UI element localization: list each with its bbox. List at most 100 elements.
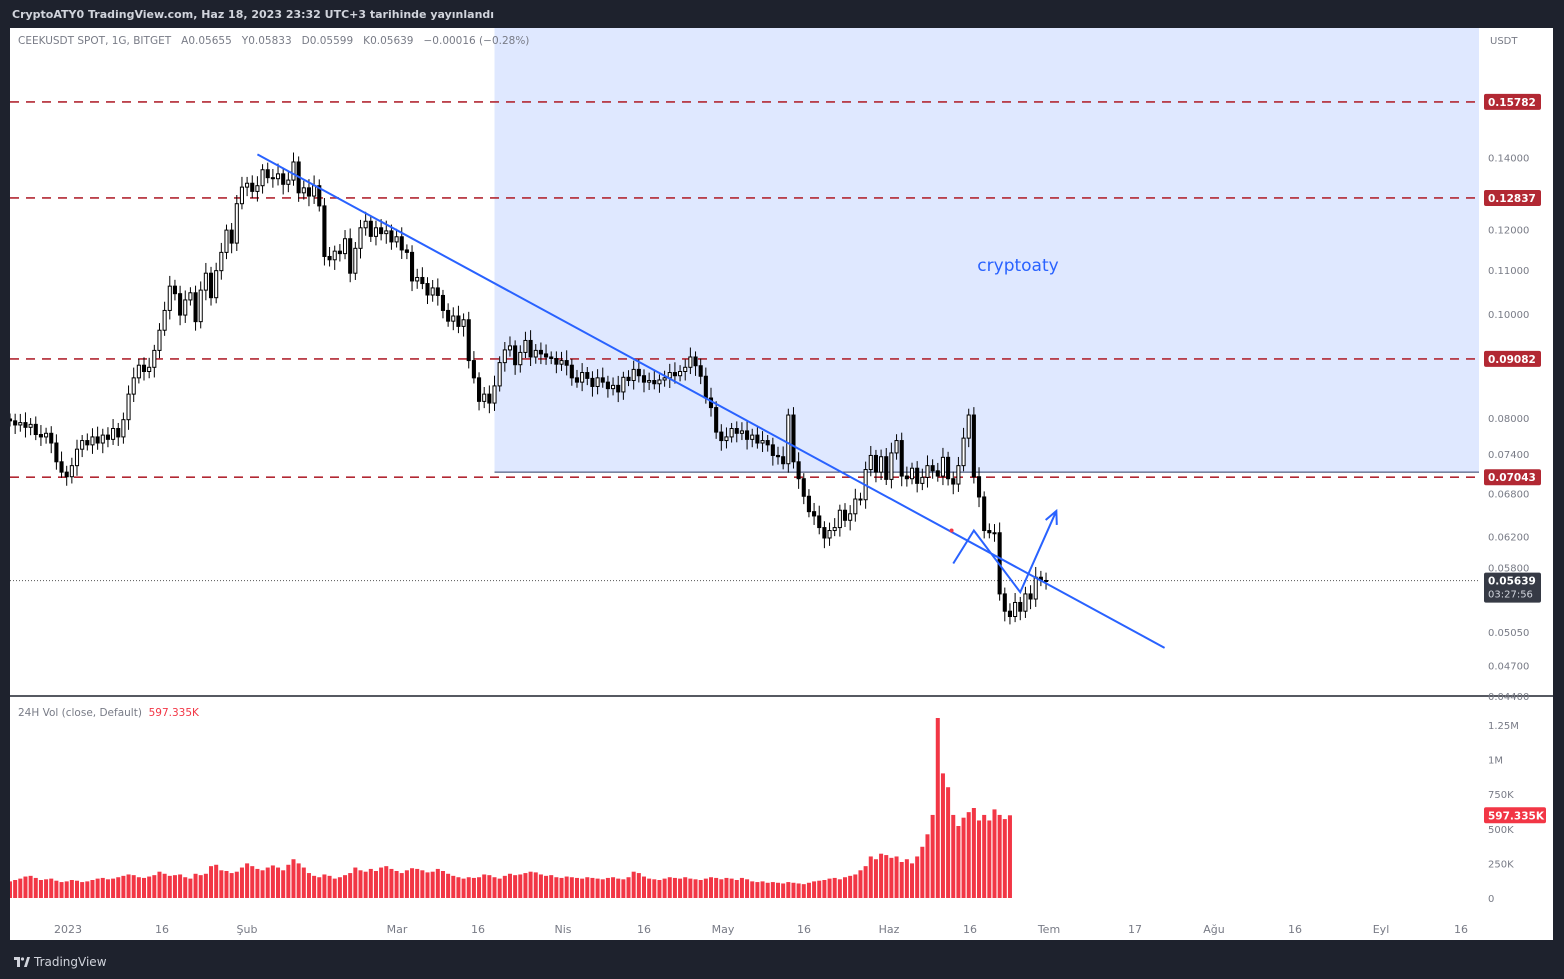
date-tick-label: Ağu xyxy=(1203,923,1224,936)
volume-bar xyxy=(925,834,930,898)
volume-bar xyxy=(74,880,80,898)
candle-up xyxy=(518,351,523,366)
candle-up xyxy=(131,377,136,395)
volume-bar xyxy=(724,877,729,898)
volume-bar xyxy=(477,877,482,898)
candle-up xyxy=(750,434,755,440)
volume-bar xyxy=(440,871,445,898)
candle-up xyxy=(611,384,616,390)
price-tick-label: 0.11000 xyxy=(1488,266,1529,277)
price-tick-label: 0.06200 xyxy=(1488,532,1529,543)
candle-up xyxy=(507,345,513,351)
price-chart[interactable]: cryptoaty 0.15782 0.12837 0.09082 0.07043 0.0… xyxy=(10,28,1553,940)
candle-down xyxy=(528,339,533,358)
candle-up xyxy=(157,329,162,351)
volume-bar xyxy=(930,814,935,898)
volume-bar xyxy=(935,718,940,898)
volume-bar xyxy=(853,874,858,898)
candle-down xyxy=(193,292,198,323)
low-label: D xyxy=(301,35,310,47)
candle-down xyxy=(306,187,312,197)
candle-up xyxy=(848,513,853,521)
volume-bar xyxy=(791,882,796,898)
candle-up xyxy=(239,186,244,205)
candle-down xyxy=(652,380,657,385)
volume-bar xyxy=(198,875,203,898)
candle-down xyxy=(554,358,559,365)
candle-down xyxy=(605,381,610,390)
candle-up xyxy=(162,309,167,331)
volume-bar xyxy=(296,863,301,898)
volume-bar xyxy=(167,875,172,898)
candle-down xyxy=(435,287,440,296)
candle-down xyxy=(626,376,631,382)
volume-bar xyxy=(641,876,646,898)
candle-down xyxy=(951,478,956,485)
candle-down xyxy=(54,442,59,463)
candle-up xyxy=(966,414,971,439)
candle-down xyxy=(796,461,801,480)
candle-up xyxy=(167,285,172,311)
volume-bar xyxy=(770,882,775,898)
volume-bar xyxy=(322,874,327,898)
tradingview-brand[interactable]: TradingView xyxy=(14,955,107,969)
volume-bar xyxy=(44,879,49,898)
volume-tick-label: 1.25M xyxy=(1488,721,1519,732)
volume-tick-label: 0 xyxy=(1488,894,1494,905)
candle-down xyxy=(85,440,90,446)
candle-up xyxy=(255,185,260,192)
candle-down xyxy=(714,407,719,433)
volume-bar xyxy=(688,878,693,898)
candle-up xyxy=(647,380,652,383)
candle-up xyxy=(188,292,193,301)
level-label: 0.15782 xyxy=(1488,97,1536,109)
chart-pane xyxy=(10,28,1553,940)
volume-bar xyxy=(518,874,523,898)
volume-bar xyxy=(384,866,389,898)
candle-up xyxy=(260,169,265,187)
volume-bar xyxy=(734,880,739,898)
candle-down xyxy=(229,229,234,244)
candle-up xyxy=(90,436,95,446)
volume-bar xyxy=(873,859,878,898)
volume-bar xyxy=(188,878,193,898)
volume-bar xyxy=(507,873,512,898)
volume-bar xyxy=(987,820,992,898)
volume-bar xyxy=(162,873,167,898)
volume-bar xyxy=(234,871,239,898)
volume-bar xyxy=(910,863,915,898)
volume-bar xyxy=(487,875,492,898)
candle-down xyxy=(641,375,647,383)
candle-down xyxy=(1018,601,1023,612)
volume-bar xyxy=(301,867,306,898)
volume-bar xyxy=(368,868,373,898)
volume-bar xyxy=(420,870,425,898)
volume-bar xyxy=(353,867,358,898)
candle-up xyxy=(121,419,126,438)
volume-bar xyxy=(1002,819,1007,898)
volume-bar xyxy=(863,866,868,898)
volume-bar xyxy=(580,878,585,898)
volume-bar xyxy=(131,875,136,898)
candle-up xyxy=(956,465,961,485)
candle-up xyxy=(992,532,997,535)
volume-bar xyxy=(982,814,987,898)
candle-down xyxy=(49,432,54,444)
candle-down xyxy=(270,177,275,180)
candle-up xyxy=(894,440,899,454)
volume-bar xyxy=(209,866,214,898)
high-value: 0.05833 xyxy=(248,35,292,47)
candle-down xyxy=(842,509,848,521)
date-tick-label: Eyl xyxy=(1373,923,1390,936)
volume-bar xyxy=(636,873,641,898)
volume-bar xyxy=(915,856,920,898)
tradingview-logo-icon xyxy=(14,957,30,967)
candle-up xyxy=(69,465,74,478)
marker-dot xyxy=(949,528,954,533)
candle-up xyxy=(832,527,837,532)
volume-bar xyxy=(502,875,507,898)
candle-down xyxy=(590,377,595,387)
volume-bar xyxy=(466,877,471,898)
candle-down xyxy=(544,353,549,358)
candle-up xyxy=(631,368,636,382)
